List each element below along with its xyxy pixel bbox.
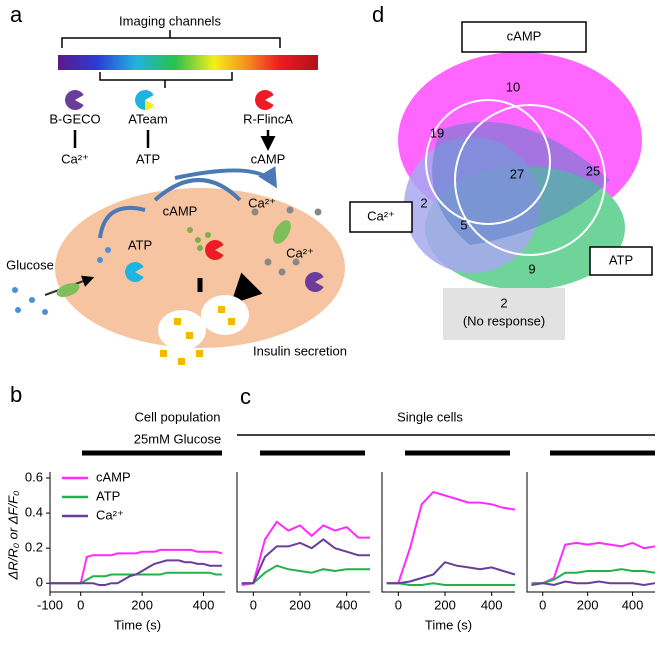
legend-label: Ca²⁺ [96,507,124,522]
x-tick-label: 200 [434,597,456,612]
chart-title: Cell population [134,409,220,424]
cell-label: Ca²⁺ [286,245,314,260]
sensor-target: cAMP [251,151,286,166]
venn-count: 19 [430,125,444,140]
pathway-arrow [98,170,275,239]
sensor-name: ATeam [128,111,168,126]
channel [273,220,291,244]
annotation: 25mM Glucose [134,431,221,446]
sensor-name: R-FlincA [243,111,293,126]
cell [55,188,345,348]
venn-outline [454,104,606,256]
diagram: Imaging channels B-GECO ATeam R-FlincA C… [6,13,347,365]
x-tick-label: 200 [289,597,311,612]
arrow [73,130,268,148]
axis [381,472,515,593]
axis [526,472,655,593]
cell-label: cAMP [163,203,198,218]
venn-outline [425,99,551,225]
series-line [386,561,516,585]
series-line [531,568,656,585]
panel-title: Single cells [397,409,463,424]
x-tick-label: 0 [250,597,257,612]
diagram-title: Imaging channels [119,13,221,28]
panel-label: a [10,2,23,27]
no-response-box [443,288,565,340]
no-response-label: (No response) [463,313,545,328]
bracket [61,30,281,48]
panel-label: b [10,382,22,407]
y-tick-label: 0.6 [25,469,43,484]
y-tick-label: 0.4 [25,505,43,520]
y-tick-label: 0.2 [25,540,43,555]
venn-count: 9 [528,261,535,276]
glucose-dots [12,247,111,315]
bracket [99,72,233,88]
series-line [241,520,370,586]
set-box [349,201,413,233]
cell-label: Insulin secretion [253,343,347,358]
series-line [386,582,515,586]
cell-label: Glucose [6,257,54,272]
venn-count: 25 [586,163,600,178]
transporter [56,283,80,297]
set-label: cAMP [507,28,542,43]
insulin [160,306,235,365]
y-tick-label: 0 [36,575,43,590]
x-axis-label: Time (s) [114,617,161,632]
series-line [50,559,222,586]
legend-label: cAMP [96,469,131,484]
series-line [531,580,656,587]
legend-label: ATP [96,488,120,503]
set-label: Ca²⁺ [367,208,395,223]
ca-dots [251,206,322,276]
series-line [241,538,370,585]
camp-dots [187,227,211,251]
granule [201,295,249,335]
sensor-icon [255,89,274,110]
x-tick-label: 400 [193,597,215,612]
x-tick-label: 200 [131,597,153,612]
sensor-icon [125,262,144,282]
panel-label: c [240,384,251,409]
venn-overlap [432,121,610,245]
set-label: ATP [609,252,633,267]
x-tick-label: 0 [395,597,402,612]
venn-count: 2 [420,195,427,210]
sensor-icon [205,239,224,260]
sensor-icon [145,100,154,111]
x-tick-label: 0 [539,597,546,612]
sensor-icon [65,89,84,111]
panel-label: d [372,2,384,27]
no-response-count: 2 [500,295,507,310]
series-line [50,548,223,585]
cell-label: Ca²⁺ [248,195,276,210]
venn-count: 10 [506,79,520,94]
series-line [386,490,516,585]
x-tick-label: 400 [622,597,644,612]
set-box [461,21,587,53]
x-tick-label: 200 [577,597,599,612]
cell-label: ATP [128,237,152,252]
x-tick-label: 400 [481,597,503,612]
venn-count: 5 [460,217,467,232]
x-axis-label: Time (s) [425,617,472,632]
x-tick-label: -100 [37,597,63,612]
sensor-icon [305,272,324,292]
venn-count: 27 [510,166,524,181]
granule [158,310,206,350]
set-box [589,246,653,276]
sensor-name: B-GECO [49,111,100,126]
x-tick-label: 0 [77,597,84,612]
series-line [241,564,370,585]
sensor-target: Ca²⁺ [61,151,89,166]
x-tick-label: 400 [336,597,358,612]
spectrum [58,55,318,70]
sensor-target: ATP [136,151,160,166]
y-axis-label: ΔR/R₀ or ΔF/F₀ [5,490,20,581]
axis [236,472,370,593]
series-line [531,541,656,585]
venn: 10 19 27 25 2 5 9 cAMP Ca²⁺ ATP 2 (No re… [349,21,653,340]
